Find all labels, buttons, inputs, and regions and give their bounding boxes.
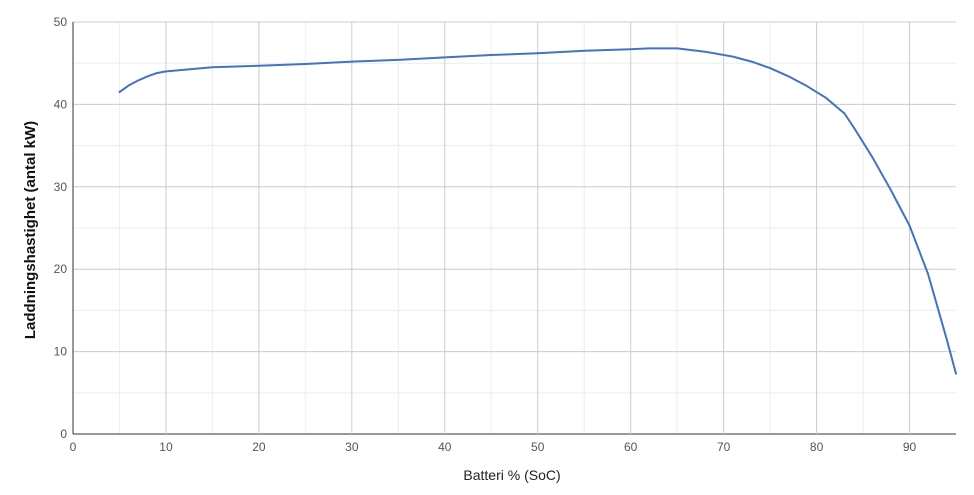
- x-tick-label: 40: [438, 440, 452, 454]
- x-tick-label: 10: [159, 440, 173, 454]
- y-tick-label: 30: [54, 180, 68, 194]
- x-tick-labels: 0 10 20 30 40 50 60 70 80 90: [70, 440, 917, 454]
- y-tick-label: 20: [54, 262, 68, 276]
- series-line-0: [118, 47, 957, 375]
- x-tick-label: 50: [531, 440, 545, 454]
- y-tick-labels: 0 10 20 30 40 50: [54, 15, 68, 441]
- x-tick-label: 80: [810, 440, 824, 454]
- x-tick-label: 60: [624, 440, 638, 454]
- y-tick-label: 10: [54, 345, 68, 359]
- x-tick-label: 70: [717, 440, 731, 454]
- x-tick-label: 90: [903, 440, 917, 454]
- major-gridlines: [72, 21, 956, 435]
- x-tick-label: 20: [252, 440, 266, 454]
- y-tick-label: 40: [54, 97, 68, 111]
- minor-gridlines: [73, 22, 956, 434]
- x-tick-label: 30: [345, 440, 359, 454]
- x-tick-label: 0: [70, 440, 77, 454]
- x-axis-title: Batteri % (SoC): [463, 467, 560, 483]
- y-axis-title: Laddningshastighet (antal kW): [22, 121, 39, 339]
- series-layer: [118, 47, 957, 375]
- y-tick-label: 0: [60, 427, 67, 441]
- y-tick-label: 50: [54, 15, 68, 29]
